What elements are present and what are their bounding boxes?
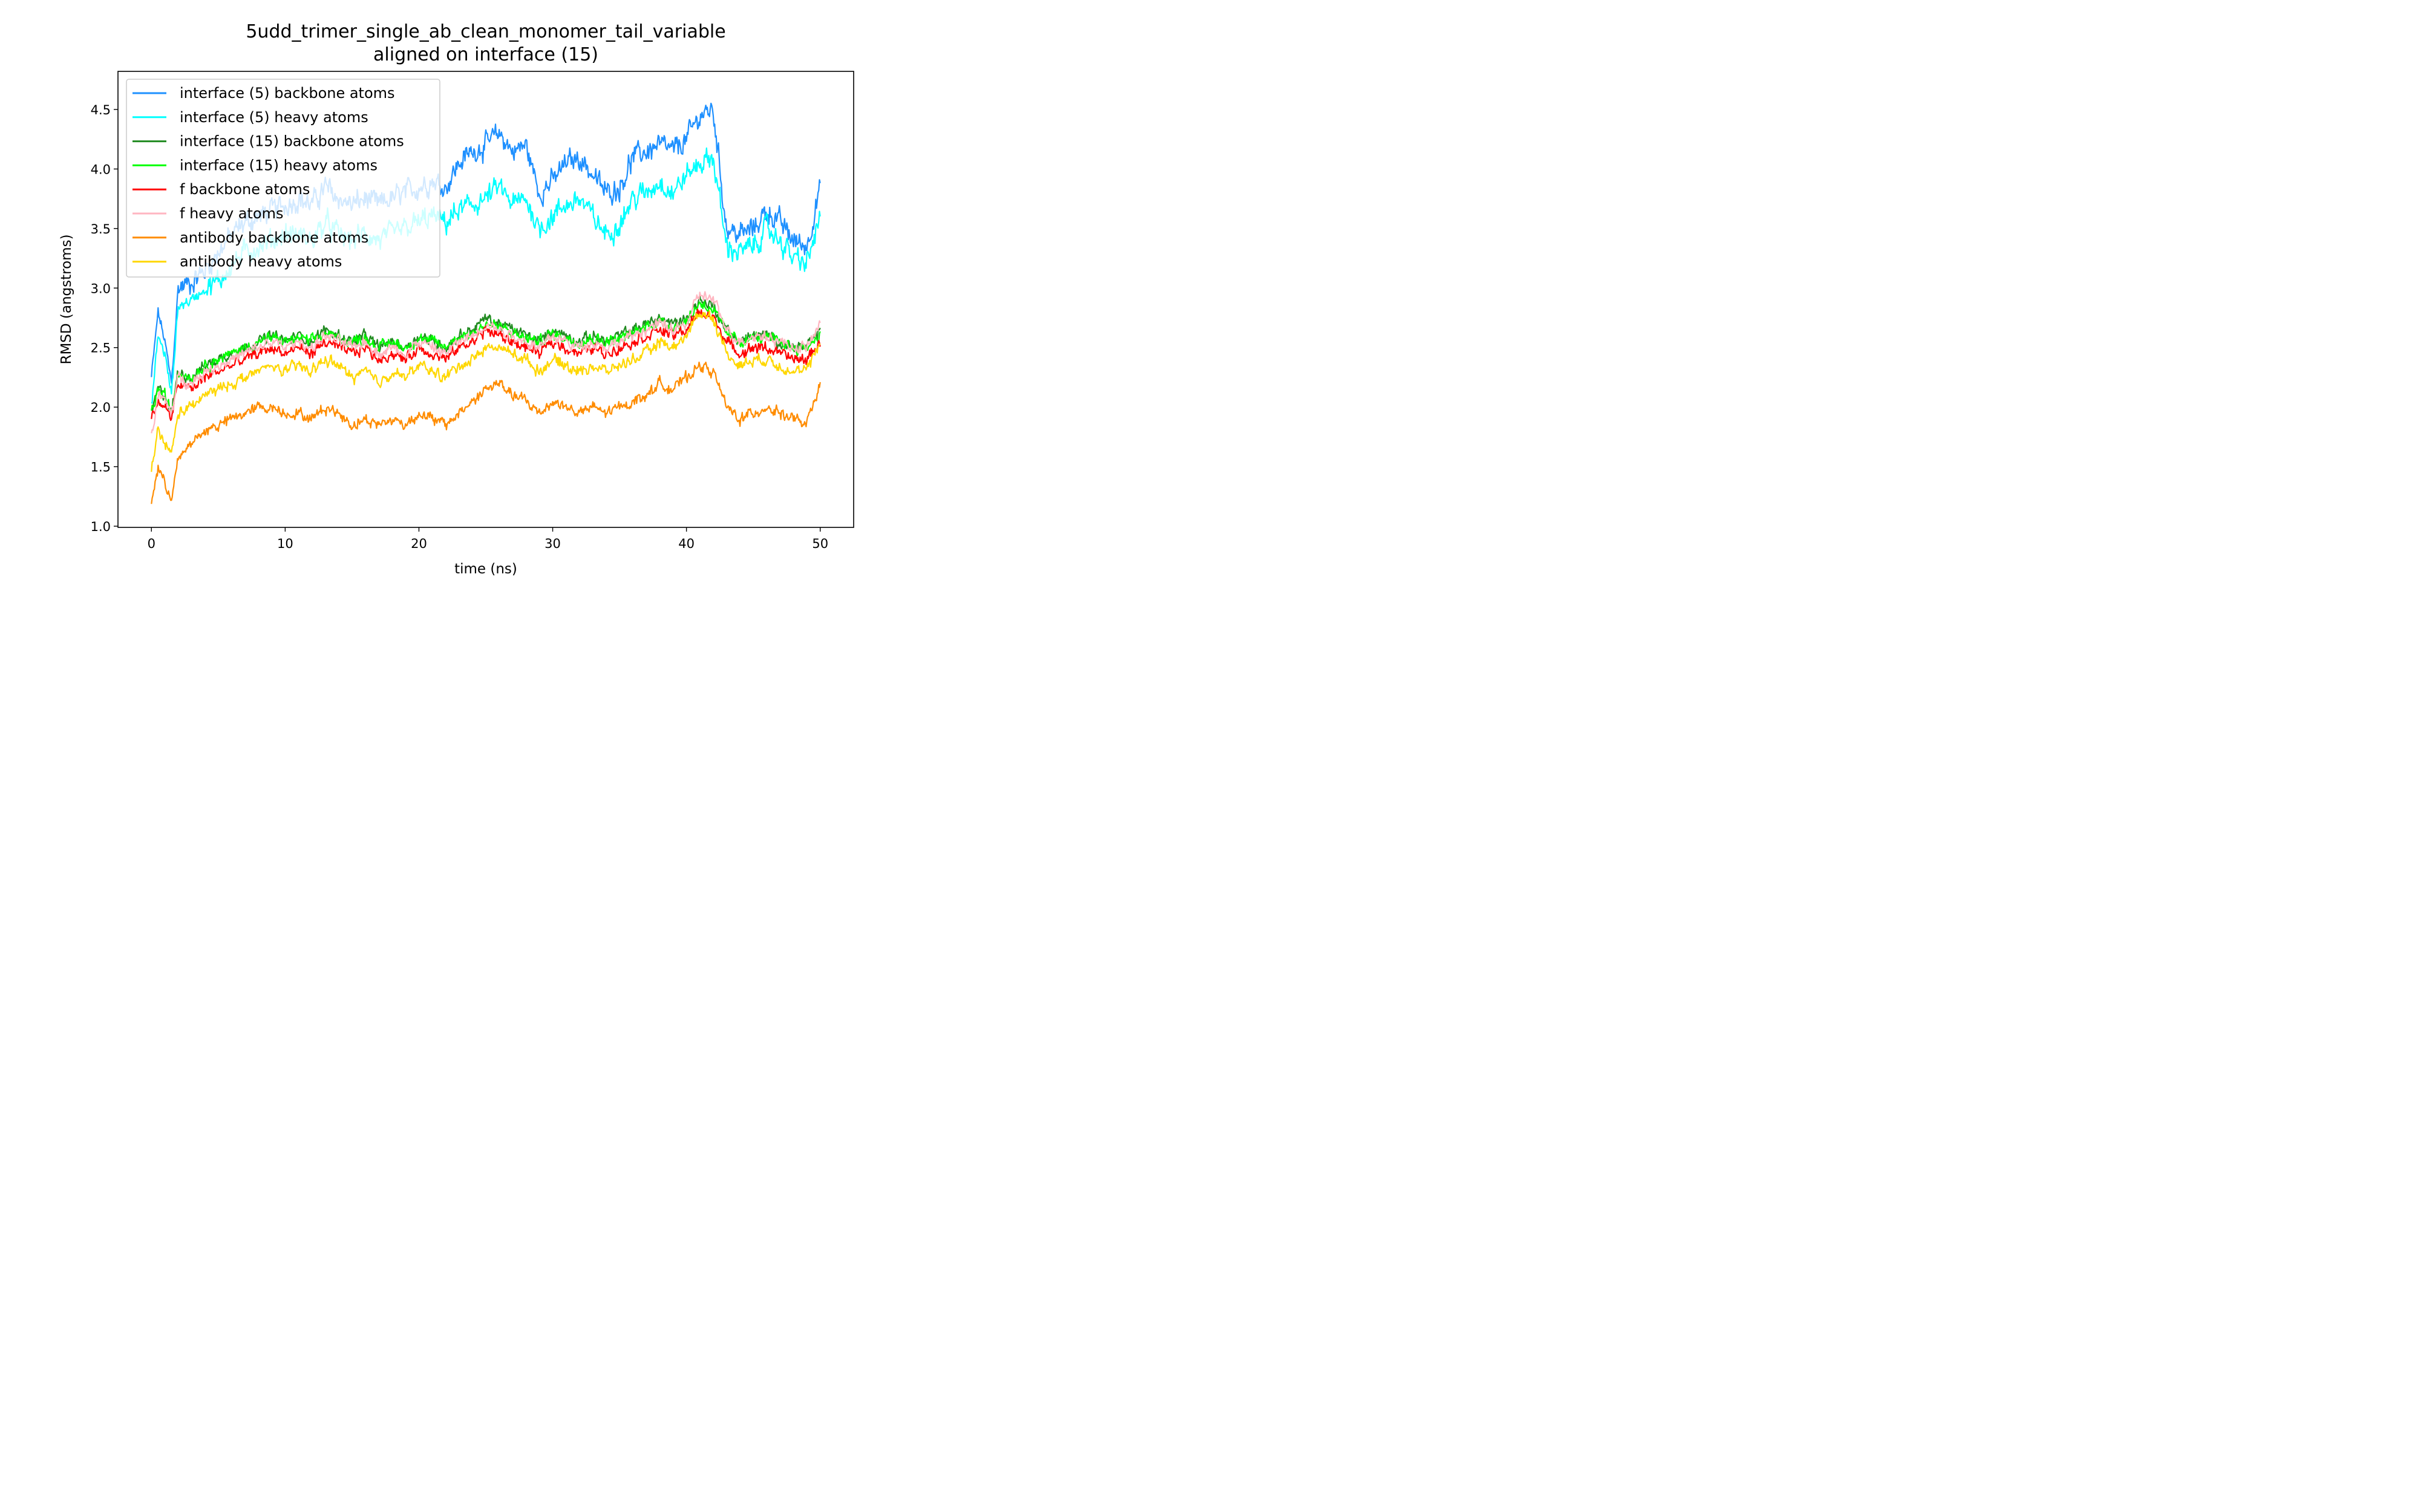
y-tick-label: 2.5 (91, 341, 111, 356)
series-line-4 (151, 308, 821, 422)
x-tick-label: 30 (544, 536, 561, 551)
y-tick-label: 4.0 (91, 162, 111, 177)
y-tick-label: 2.0 (91, 400, 111, 415)
series-line-7 (151, 310, 821, 472)
series-line-3 (151, 301, 821, 414)
legend-label: interface (15) backbone atoms (180, 133, 404, 150)
rmsd-line-chart: 5udd_trimer_single_ab_clean_monomer_tail… (0, 0, 935, 584)
series-line-6 (151, 361, 821, 504)
legend-label: f heavy atoms (180, 205, 283, 222)
legend-box (126, 79, 440, 278)
legend-label: interface (5) heavy atoms (180, 109, 368, 126)
chart-title: 5udd_trimer_single_ab_clean_monomer_tail… (246, 21, 725, 42)
x-axis-ticks: 0 10 20 30 40 50 (148, 527, 828, 551)
legend-label: interface (5) backbone atoms (180, 85, 395, 102)
y-tick-label: 1.5 (91, 460, 111, 475)
x-tick-label: 20 (411, 536, 427, 551)
x-tick-label: 10 (277, 536, 293, 551)
y-tick-label: 3.0 (91, 281, 111, 296)
legend-label: interface (15) heavy atoms (180, 157, 378, 174)
legend-label: antibody backbone atoms (180, 229, 368, 246)
x-tick-label: 0 (148, 536, 155, 551)
plot-frame (117, 71, 854, 528)
chart-subtitle: aligned on interface (15) (373, 44, 598, 65)
series-line-2 (151, 295, 821, 412)
x-tick-label: 40 (678, 536, 695, 551)
legend: interface (5) backbone atoms interface (5… (126, 79, 440, 278)
y-axis-label: RMSD (angstroms) (59, 234, 74, 364)
x-axis-label: time (ns) (454, 561, 517, 577)
y-tick-label: 4.5 (91, 103, 111, 117)
y-tick-label: 1.0 (91, 520, 111, 534)
x-tick-label: 50 (812, 536, 828, 551)
legend-label: antibody heavy atoms (180, 253, 342, 270)
y-tick-label: 3.5 (91, 222, 111, 236)
legend-label: f backbone atoms (180, 181, 310, 198)
y-axis-ticks: 1.0 1.5 2.0 2.5 3.0 3.5 4.0 4.5 (91, 103, 118, 534)
series-line-5 (151, 291, 821, 434)
